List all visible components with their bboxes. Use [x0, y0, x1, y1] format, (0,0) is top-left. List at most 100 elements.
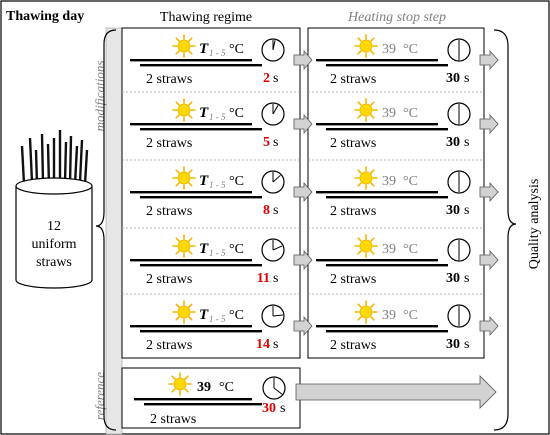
- stop-time-value: 30: [446, 71, 460, 86]
- reference-row: 39 °C 2 straws 30 s: [134, 372, 286, 427]
- temperature-symbol: T: [199, 173, 209, 189]
- stop-temp-value: 39: [382, 42, 396, 57]
- sun-icon: [172, 98, 196, 122]
- clock-hand: [272, 105, 279, 115]
- straw-bar: [316, 123, 438, 126]
- temperature-subscript: 1 - 5: [209, 112, 226, 122]
- straws-label: 2 straws: [146, 72, 192, 87]
- stop-temp-unit: °C: [403, 308, 418, 323]
- modifications-label: modifications: [92, 61, 107, 132]
- reference-temp-value: 39: [197, 380, 211, 395]
- cup-body: [15, 186, 93, 289]
- temperature-unit: °C: [229, 106, 244, 121]
- reference-clock-hand: [273, 387, 284, 396]
- straw-bar: [130, 259, 252, 262]
- column-header-regime: Thawing regime: [160, 10, 252, 25]
- sun-icon: [172, 300, 196, 324]
- straws-label: 2 straws: [330, 338, 376, 353]
- stop-time-value: 30: [446, 271, 460, 286]
- straws-label: 2 straws: [146, 272, 192, 287]
- straws-label: 2 straws: [146, 136, 192, 151]
- straws-label: 2 straws: [330, 204, 376, 219]
- straw-bar: [140, 196, 262, 199]
- time-unit: s: [464, 271, 469, 286]
- thaw-time-value: 2: [263, 71, 270, 86]
- thaw-time-value: 5: [263, 135, 270, 150]
- straw-bar: [326, 330, 448, 333]
- stop-temp-value: 39: [382, 106, 396, 121]
- temperature-unit: °C: [229, 42, 244, 57]
- straw-cup: 12 uniform straws: [15, 130, 93, 289]
- reference-straws: [134, 398, 262, 406]
- quality-analysis-label: Quality analysis: [527, 179, 542, 270]
- temperature-subscript: 1 - 5: [209, 48, 226, 58]
- stop-time-value: 30: [446, 135, 460, 150]
- time-unit: s: [464, 203, 469, 218]
- sun-icon: [172, 234, 196, 258]
- sun-icon: [172, 34, 196, 58]
- sun-icon: [354, 300, 378, 324]
- stop-time-value: 30: [446, 203, 460, 218]
- time-unit: s: [273, 203, 278, 218]
- stop-temp-unit: °C: [403, 106, 418, 121]
- temperature-subscript: 1 - 5: [209, 180, 226, 190]
- row-dividers: [122, 91, 484, 295]
- stop-temp-unit: °C: [403, 42, 418, 57]
- temperature-symbol: T: [199, 307, 209, 323]
- straw-bar: [316, 325, 438, 328]
- straw-bar: [140, 330, 262, 333]
- sun-icon: [354, 166, 378, 190]
- thaw-time-value: 8: [263, 203, 270, 218]
- stop-temp-value: 39: [382, 174, 396, 189]
- time-unit: s: [464, 135, 469, 150]
- page-title: Thawing day: [6, 9, 84, 24]
- stop-time-value: 30: [446, 337, 460, 352]
- reference-time-unit: s: [280, 401, 285, 416]
- straw-count: 12: [47, 219, 61, 234]
- stop-temp-unit: °C: [403, 174, 418, 189]
- straws-label: 2 straws: [330, 72, 376, 87]
- straw-bar: [326, 64, 448, 67]
- straw-bar: [316, 191, 438, 194]
- time-unit: s: [273, 271, 278, 286]
- straw-bar: [316, 59, 438, 62]
- time-unit: s: [464, 337, 469, 352]
- clock-hand: [272, 40, 276, 51]
- temperature-unit: °C: [229, 174, 244, 189]
- straws-label: 2 straws: [330, 272, 376, 287]
- column-header-stop: Heating stop step: [347, 10, 446, 25]
- straws-label: 2 straws: [146, 338, 192, 353]
- straw-bar: [130, 325, 252, 328]
- straw-bar: [130, 123, 252, 126]
- cup-rim: [15, 177, 93, 195]
- temperature-subscript: 1 - 5: [209, 248, 226, 258]
- temperature-subscript: 1 - 5: [209, 314, 226, 324]
- straws-label: 2 straws: [146, 204, 192, 219]
- time-unit: s: [273, 337, 278, 352]
- reference-temp-unit: °C: [219, 380, 234, 395]
- stop-temp-unit: °C: [403, 242, 418, 257]
- straws-label: 2 straws: [330, 136, 376, 151]
- stop-temp-value: 39: [382, 308, 396, 323]
- straw-bar: [326, 264, 448, 267]
- time-unit: s: [273, 135, 278, 150]
- straw-bar: [326, 128, 448, 131]
- straw-bar: [326, 196, 448, 199]
- sun-icon: [168, 372, 192, 396]
- thaw-time-value: 14: [256, 337, 270, 352]
- temperature-symbol: T: [199, 241, 209, 257]
- temperature-unit: °C: [229, 242, 244, 257]
- time-unit: s: [273, 71, 278, 86]
- sun-icon: [354, 234, 378, 258]
- sun-icon: [354, 34, 378, 58]
- stop-temp-value: 39: [382, 242, 396, 257]
- thaw-time-value: 11: [257, 271, 270, 286]
- straw-label-line1: uniform: [31, 237, 76, 252]
- temperature-unit: °C: [229, 308, 244, 323]
- straw-bar: [140, 64, 262, 67]
